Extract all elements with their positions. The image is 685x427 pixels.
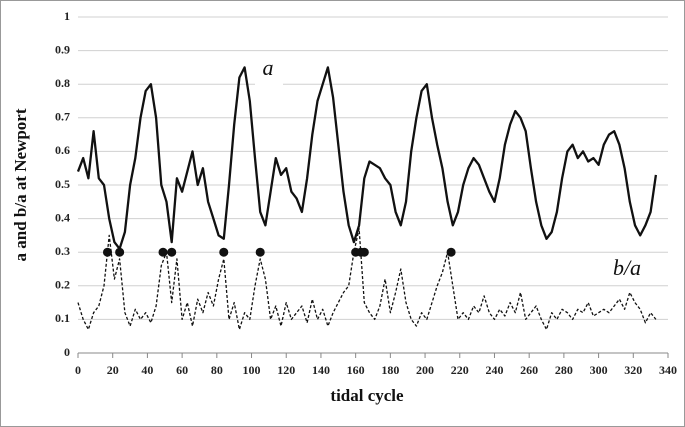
series-label: b/a (613, 255, 641, 280)
x-tick-label: 100 (243, 363, 261, 377)
marker-dot (446, 247, 456, 257)
marker-dot (255, 247, 265, 257)
x-axis-title: tidal cycle (330, 386, 404, 405)
x-tick-label: 220 (451, 363, 469, 377)
x-tick-label: 320 (624, 363, 642, 377)
x-tick-label: 300 (590, 363, 608, 377)
x-tick-label: 260 (520, 363, 538, 377)
y-tick-label: 1 (64, 9, 70, 23)
y-tick-label: 0.6 (55, 143, 70, 157)
marker-dot (103, 247, 112, 257)
y-tick-label: 0.9 (55, 42, 70, 56)
x-tick-label: 20 (107, 363, 119, 377)
x-tick-label: 40 (141, 363, 153, 377)
x-tick-label: 0 (75, 363, 81, 377)
y-tick-label: 0.5 (55, 177, 70, 191)
marker-dot (219, 247, 229, 257)
label-bg (255, 52, 283, 88)
series-line (76, 66, 658, 250)
x-tick-label: 140 (312, 363, 330, 377)
x-tick-label: 160 (347, 363, 365, 377)
x-tick-label: 340 (659, 363, 677, 377)
marker-dot (167, 247, 177, 257)
x-tick-label: 80 (211, 363, 223, 377)
x-tick-label: 200 (416, 363, 434, 377)
x-tick-label: 60 (176, 363, 188, 377)
y-tick-label: 0.2 (55, 278, 70, 292)
series-label: a (263, 55, 274, 80)
x-tick-label: 120 (277, 363, 295, 377)
y-tick-label: 0.3 (55, 244, 70, 258)
series-line (77, 228, 657, 331)
marker-dot (359, 247, 369, 257)
y-tick-label: 0.7 (55, 110, 70, 124)
y-axis-title: a and b/a at Newport (11, 108, 30, 261)
x-tick-label: 180 (381, 363, 399, 377)
y-tick-label: 0.1 (55, 311, 70, 325)
x-tick-label: 280 (555, 363, 573, 377)
x-tick-label: 240 (485, 363, 503, 377)
y-tick-label: 0.4 (55, 210, 70, 224)
y-tick-label: 0 (64, 345, 70, 359)
marker-dot (115, 247, 125, 257)
y-tick-label: 0.8 (55, 76, 70, 90)
marker-dot (158, 247, 168, 257)
